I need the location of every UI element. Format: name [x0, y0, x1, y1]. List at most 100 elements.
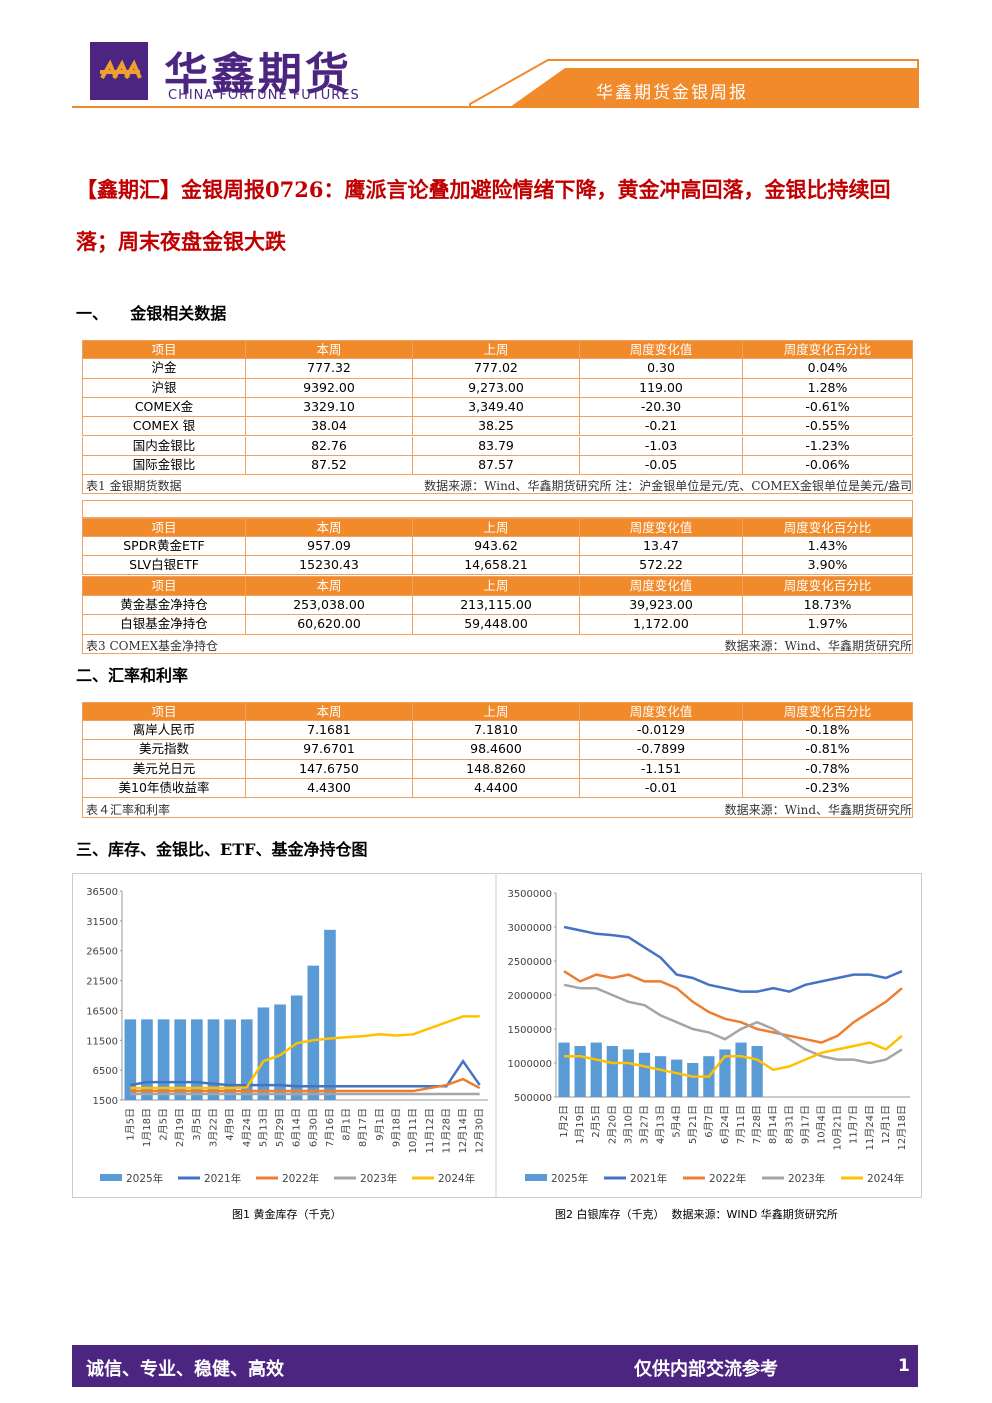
table-cell: 60,620.00 [246, 615, 413, 635]
table-cell: 119.00 [580, 378, 743, 398]
header-cell: 周度变化值 [580, 518, 743, 537]
table-cell: 13.47 [580, 537, 743, 556]
logo-mark [90, 42, 148, 100]
bar [687, 1063, 699, 1097]
legend-label: 2025年 [551, 1172, 588, 1185]
series-line [564, 1034, 903, 1078]
bar [174, 1019, 187, 1100]
y-tick-label: 500000 [514, 1093, 552, 1104]
y-tick-label: 6500 [93, 1066, 118, 1077]
chart-frame [72, 873, 922, 1198]
bar [606, 1046, 618, 1097]
logo-icon [100, 59, 142, 79]
series-line [563, 983, 903, 1065]
table-cell: 1.28% [743, 378, 913, 398]
y-tick-label: 21500 [86, 977, 118, 988]
x-tick-label: 4月24日 [241, 1108, 253, 1147]
x-tick-label: 3月22日 [208, 1108, 220, 1147]
bar [324, 929, 336, 1100]
x-tick-label: 3月27日 [639, 1105, 651, 1144]
section-heading: 二、汇率和利率 [76, 666, 189, 685]
table-cell: -0.21 [580, 417, 743, 437]
x-tick-label: 10月11日 [407, 1108, 419, 1153]
table-cell: 777.32 [246, 359, 413, 379]
y-tick-label: 26500 [86, 947, 118, 958]
table-cell: 148.8260 [413, 759, 580, 779]
table-cell: 4.4400 [413, 778, 580, 798]
page-number: 1 [898, 1356, 910, 1376]
table-cell: 沪金 [82, 359, 246, 379]
series-line [563, 970, 903, 1044]
x-tick-label: 10月4日 [816, 1105, 828, 1144]
x-tick-label: 5月4日 [671, 1105, 683, 1138]
legend-label: 2023年 [788, 1172, 825, 1185]
x-tick-label: 5月21日 [687, 1105, 699, 1144]
bar [141, 1019, 153, 1100]
bar [274, 1004, 286, 1100]
x-tick-label: 12月1日 [880, 1105, 892, 1144]
x-tick-label: 1月18日 [141, 1108, 153, 1147]
table-cell: 美元兑日元 [82, 759, 246, 779]
x-tick-label: 11月24日 [864, 1105, 876, 1150]
table-cell: 18.73% [743, 595, 913, 615]
table-note: 表1 金银期货数据 [86, 479, 182, 493]
y-tick-label: 1500 [93, 1096, 118, 1107]
table-cell: -0.0129 [580, 721, 743, 741]
table-cell: 白银基金净持仓 [82, 615, 246, 635]
bar [590, 1042, 602, 1097]
table-topbar [82, 500, 913, 518]
table-cell: 82.76 [246, 436, 413, 456]
table-cell: 39,923.00 [580, 595, 743, 615]
bar [654, 1056, 667, 1097]
x-tick-label: 1月19日 [574, 1105, 586, 1144]
table-cell: 9392.00 [246, 378, 413, 398]
table-cell: 离岸人民币 [82, 721, 246, 741]
x-tick-label: 3月10日 [622, 1105, 634, 1144]
x-tick-label: 11月12日 [424, 1108, 436, 1153]
y-tick-label: 3000000 [507, 923, 552, 934]
x-tick-label: 1月2日 [558, 1105, 570, 1138]
series-line [130, 1077, 481, 1093]
table-cell: -1.03 [580, 436, 743, 456]
table-cell: 87.52 [246, 455, 413, 476]
bar [240, 1019, 253, 1100]
header-cell: 本周 [246, 518, 413, 537]
x-tick-label: 4月13日 [655, 1105, 667, 1144]
x-tick-label: 2月20日 [606, 1105, 618, 1144]
x-tick-label: 2月19日 [174, 1108, 186, 1147]
header-cell: 项目 [82, 518, 246, 537]
header-cell: 周度变化百分比 [743, 340, 913, 360]
table-cell: 4.4300 [246, 778, 413, 798]
note-box [82, 634, 913, 654]
legend-label: 2022年 [709, 1172, 746, 1185]
bar [191, 1019, 203, 1100]
table-cell: 0.04% [743, 359, 913, 379]
table-cell: 美10年债收益率 [82, 778, 246, 798]
legend-label: 2021年 [630, 1172, 667, 1185]
table-cell: 943.62 [413, 537, 580, 556]
bar [574, 1046, 586, 1097]
bar [735, 1042, 747, 1097]
table-cell: -0.06% [743, 455, 913, 476]
x-tick-label: 5月13日 [257, 1108, 269, 1147]
table-cell: -0.81% [743, 740, 913, 760]
report-name: 华鑫期货金银周报 [596, 83, 748, 103]
table-cell: 1.97% [743, 615, 913, 635]
note-box [82, 474, 913, 494]
table-cell: 3329.10 [246, 397, 413, 418]
table-note: 表3 COMEX基金净持仓 [86, 639, 219, 653]
header-cell: 周度变化百分比 [743, 576, 913, 596]
header-cell: 本周 [246, 340, 413, 360]
y-tick-label: 31500 [86, 917, 118, 928]
table-cell: -0.01 [580, 778, 743, 798]
table-source: 数据来源：Wind、华鑫期货研究所 注：沪金银单位是元/克、COMEX金银单位是… [424, 479, 912, 493]
table-cell: 147.6750 [246, 759, 413, 779]
legend-label: 2024年 [867, 1172, 904, 1185]
bar [124, 1019, 137, 1100]
x-tick-label: 8月14日 [767, 1105, 779, 1144]
bar [224, 1019, 236, 1100]
x-tick-label: 12月14日 [457, 1108, 469, 1153]
table-cell: 572.22 [580, 556, 743, 575]
table-cell: -0.18% [743, 721, 913, 741]
